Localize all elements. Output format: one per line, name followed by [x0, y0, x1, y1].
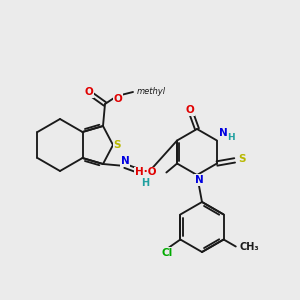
- Text: H: H: [227, 133, 235, 142]
- Text: O: O: [185, 105, 194, 115]
- Text: O: O: [85, 87, 93, 97]
- Text: N: N: [195, 175, 203, 185]
- Text: H·O: H·O: [135, 167, 156, 178]
- Text: H: H: [141, 178, 149, 188]
- Text: CH₃: CH₃: [240, 242, 260, 251]
- Text: S: S: [113, 140, 121, 150]
- Text: N: N: [218, 128, 227, 137]
- Text: methyl: methyl: [137, 86, 166, 95]
- Text: S: S: [238, 154, 245, 164]
- Text: N: N: [121, 156, 129, 166]
- Text: O: O: [114, 94, 122, 104]
- Text: Cl: Cl: [161, 248, 172, 257]
